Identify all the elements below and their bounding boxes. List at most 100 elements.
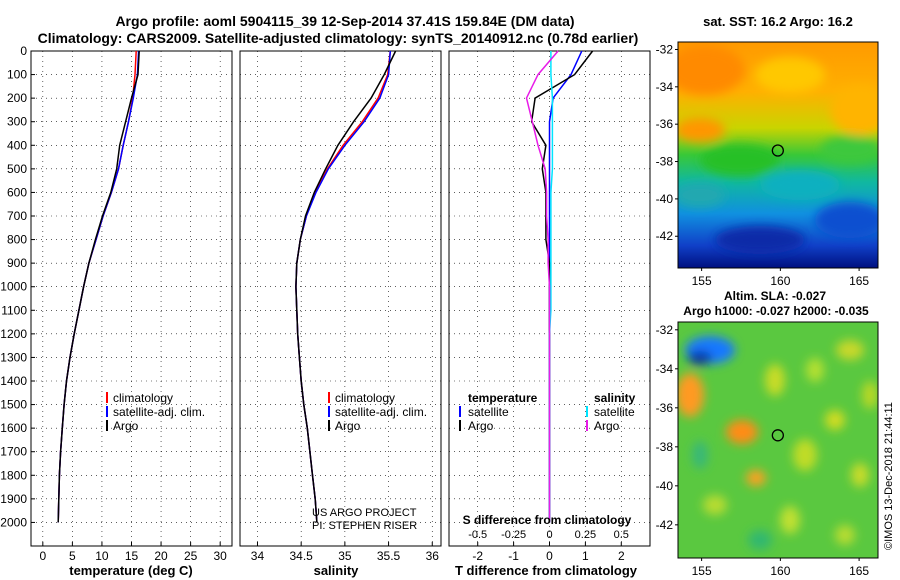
legend-swatch-s-satellite — [586, 406, 588, 417]
credit-line2: PI: STEPHEN RISER — [312, 520, 417, 532]
x-tick-label: 34 — [251, 549, 265, 563]
lat-tick-label: -42 — [656, 518, 674, 532]
x-tick-label: 0 — [546, 549, 553, 563]
s-tick-label: -0.25 — [501, 529, 526, 541]
depth-tick-label: 900 — [7, 256, 27, 270]
sst-map: sat. SST: 16.2 Argo: 16.2 155 160 165 -32 -3… — [656, 14, 879, 288]
temperature-plot-frame — [30, 50, 233, 547]
depth-tick-label: 400 — [7, 138, 27, 152]
x-tick-label: -1 — [508, 549, 519, 563]
depth-tick-label: 1900 — [0, 492, 27, 506]
legend-swatch-s-argo — [586, 420, 588, 431]
difference-profiles — [525, 50, 594, 523]
lat-tick-label: -36 — [656, 117, 674, 131]
salinity-profiles — [295, 50, 397, 523]
depth-tick-label: 1600 — [0, 421, 27, 435]
x-tick-label: 30 — [213, 549, 227, 563]
legend-label-s-argo: Argo — [594, 419, 620, 433]
figure-title-line2: Climatology: CARS2009. Satellite-adjuste… — [38, 30, 639, 46]
temperature-legend: climatology satellite-adj. clim. Argo — [106, 391, 205, 433]
lon-tick-label: 165 — [849, 564, 869, 578]
lon-tick-label: 165 — [849, 274, 869, 288]
legend-label-t-satellite: satellite — [468, 405, 509, 419]
depth-tick-label: 800 — [7, 233, 27, 247]
depth-tick-label: 200 — [7, 91, 27, 105]
legend-swatch-argo — [328, 420, 330, 431]
imos-watermark: ©IMOS 13-Dec-2018 21:44:11 — [883, 402, 895, 550]
lat-tick-label: -32 — [656, 42, 674, 56]
x-tick-label: 10 — [95, 549, 109, 563]
legend-swatch-t-argo — [459, 420, 461, 431]
lat-tick-label: -38 — [656, 440, 674, 454]
s-tick-label: 0 — [546, 529, 552, 541]
x-tick-label: -2 — [472, 549, 483, 563]
depth-tick-label: 1800 — [0, 468, 27, 482]
sla-map-subtitle: Argo h1000: -0.027 h2000: -0.035 — [683, 304, 869, 318]
lat-tick-label: -36 — [656, 401, 674, 415]
lon-tick-label: 155 — [692, 274, 712, 288]
sla-map-title: Altim. SLA: -0.027 — [724, 289, 826, 303]
legend-label-satellite-adj: satellite-adj. clim. — [113, 405, 205, 419]
sla-map: Altim. SLA: -0.027 Argo h1000: -0.027 h2… — [656, 289, 879, 578]
difference-s-axis: -0.5 -0.25 0 0.25 0.5 — [468, 529, 629, 541]
legend-label-argo: Argo — [113, 419, 139, 433]
legend-label-s-satellite: satellite — [594, 405, 635, 419]
x-tick-label: 34.5 — [289, 549, 313, 563]
float-position-marker — [771, 144, 784, 157]
sst-map-title: sat. SST: 16.2 Argo: 16.2 — [703, 14, 853, 29]
sla-field — [678, 322, 878, 558]
s-tick-label: 0.5 — [614, 529, 629, 541]
sst-field — [678, 42, 878, 268]
legend-title-temperature: temperature — [468, 391, 538, 405]
lat-tick-label: -40 — [656, 479, 674, 493]
legend-label-climatology: climatology — [335, 391, 395, 405]
legend-label-t-argo: Argo — [468, 419, 494, 433]
x-tick-label: 0 — [39, 549, 46, 563]
depth-tick-label: 2000 — [0, 515, 27, 529]
salinity-panel: 34 34.5 35 35.5 36 climatology satellite-adj… — [239, 50, 442, 578]
lat-tick-label: -32 — [656, 323, 674, 337]
difference-x-axis: -2 -1 0 1 2 — [472, 542, 625, 563]
s-difference-label: S difference from climatology — [463, 513, 632, 527]
salinity-x-label: salinity — [314, 563, 360, 578]
credit-line1: US ARGO PROJECT — [312, 507, 417, 519]
series-line-argo — [57, 50, 140, 523]
depth-tick-label: 1300 — [0, 350, 27, 364]
float-position-marker — [771, 429, 784, 442]
x-tick-label: 20 — [154, 549, 168, 563]
s-tick-label: -0.5 — [468, 529, 487, 541]
depth-tick-label: 1100 — [1, 303, 27, 317]
s-tick-label: 0.25 — [575, 529, 596, 541]
legend-title-salinity: salinity — [594, 391, 636, 405]
lon-tick-label: 160 — [770, 274, 790, 288]
x-tick-label: 25 — [184, 549, 198, 563]
depth-tick-label: 1700 — [0, 445, 27, 459]
temperature-x-label: temperature (deg C) — [69, 563, 193, 578]
difference-panel: -2 -1 0 1 2 -0.5 -0.25 0 0.25 0.5 temperature sa… — [448, 50, 651, 578]
legend-swatch-t-satellite — [459, 406, 461, 417]
legend-swatch-climatology — [328, 392, 330, 403]
depth-tick-label: 1000 — [0, 280, 27, 294]
salinity-legend: climatology satellite-adj. clim. Argo — [328, 391, 427, 433]
depth-tick-label: 300 — [7, 115, 27, 129]
sst-map-axes: 155 160 165 -32 -34 -36 -38 -40 -42 — [656, 42, 870, 288]
legend-swatch-satellite-adj — [328, 406, 330, 417]
temperature-panel: 0100200300400500600700800900100011001200… — [0, 44, 453, 578]
x-tick-label: 35.5 — [377, 549, 401, 563]
x-tick-label: 5 — [69, 549, 76, 563]
depth-tick-label: 100 — [7, 68, 27, 82]
depth-tick-label: 1400 — [0, 374, 27, 388]
difference-legend: temperature satellite Argo salinity sate… — [459, 391, 636, 433]
legend-swatch-argo — [106, 420, 108, 431]
lat-tick-label: -42 — [656, 229, 674, 243]
legend-label-climatology: climatology — [113, 391, 173, 405]
salinity-plot-frame — [239, 50, 442, 547]
lon-tick-label: 160 — [770, 564, 790, 578]
sla-map-axes: 155 160 165 -32 -34 -36 -38 -40 -42 — [656, 323, 870, 578]
sla-map-frame — [677, 321, 879, 559]
x-tick-label: 35 — [338, 549, 352, 563]
depth-tick-label: 1200 — [0, 327, 27, 341]
temperature-profiles — [57, 50, 140, 523]
salinity-grid — [240, 50, 441, 546]
